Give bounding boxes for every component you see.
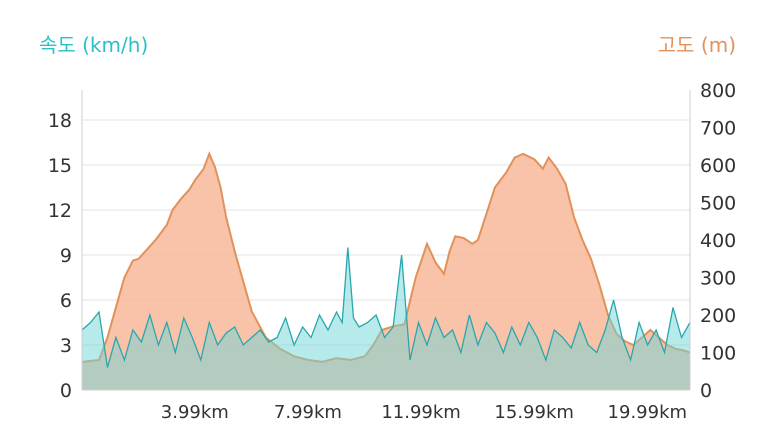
left-tick-label: 6 <box>60 290 72 312</box>
right-tick-label: 500 <box>700 193 736 215</box>
x-tick-label: 7.99km <box>274 402 342 423</box>
left-tick-label: 3 <box>60 335 72 357</box>
left-axis-ticks: 0 3 6 9 12 15 18 <box>48 110 72 402</box>
right-tick-label: 600 <box>700 155 736 177</box>
right-tick-label: 400 <box>700 230 736 252</box>
left-axis-title: 속도 (km/h) <box>39 33 148 57</box>
x-tick-label: 3.99km <box>161 402 229 423</box>
right-tick-label: 100 <box>700 343 736 365</box>
left-tick-label: 0 <box>60 380 72 402</box>
left-tick-label: 12 <box>48 200 72 222</box>
right-tick-label: 700 <box>700 118 736 140</box>
speed-line <box>81 247 691 368</box>
right-tick-label: 200 <box>700 305 736 327</box>
x-axis-ticks: 3.99km 7.99km 11.99km 15.99km 19.99km <box>161 402 687 423</box>
x-tick-label: 19.99km <box>608 402 688 423</box>
speed-series <box>81 247 691 390</box>
x-tick-label: 11.99km <box>381 402 461 423</box>
right-axis-title: 고도 (m) <box>658 33 736 57</box>
speed-area <box>82 247 690 390</box>
left-tick-label: 15 <box>48 155 72 177</box>
right-tick-label: 0 <box>700 380 712 402</box>
axes <box>81 90 691 391</box>
right-axis-ticks: 0 100 200 300 400 500 600 700 800 <box>700 80 736 402</box>
left-tick-label: 18 <box>48 110 72 132</box>
left-tick-label: 9 <box>60 245 72 267</box>
right-tick-label: 800 <box>700 80 736 102</box>
x-tick-label: 15.99km <box>494 402 574 423</box>
right-tick-label: 300 <box>700 268 736 290</box>
